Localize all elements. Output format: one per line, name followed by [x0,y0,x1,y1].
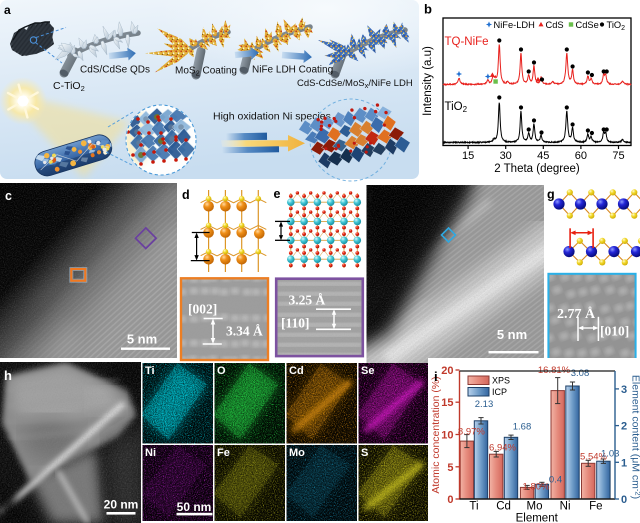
svg-text:1.68: 1.68 [513,422,532,433]
svg-text:Fe: Fe [589,501,602,513]
svg-text:High oxidation Ni species: High oxidation Ni species [213,111,331,123]
svg-text:d: d [182,188,190,202]
svg-text:10: 10 [441,430,453,442]
svg-text:2.77 Å: 2.77 Å [557,306,596,322]
svg-text:f: f [368,191,373,205]
svg-text:1.80%: 1.80% [523,482,550,493]
svg-text:30: 30 [500,150,512,162]
svg-text:b: b [424,2,432,17]
svg-text:NiFe-LDH: NiFe-LDH [494,20,535,30]
svg-text:20 nm: 20 nm [104,498,139,512]
svg-text:CdSe: CdSe [576,20,599,30]
svg-text:[110]: [110] [281,316,310,331]
svg-text:CdS-CdSe/MoSx/NiFe LDH: CdS-CdSe/MoSx/NiFe LDH [297,78,413,90]
svg-text:MoS2 Coating: MoS2 Coating [175,66,237,78]
svg-text:NiFe LDH Coating: NiFe LDH Coating [252,65,333,76]
svg-text:XPS: XPS [492,376,510,386]
svg-text:5.54%: 5.54% [580,452,607,463]
svg-text:3.08: 3.08 [571,368,590,379]
svg-text:Ni: Ni [560,501,571,513]
svg-text:Atomic concentration (%): Atomic concentration (%) [430,376,442,493]
svg-text:Fe: Fe [217,447,230,459]
svg-text:CdS/CdSe QDs: CdS/CdSe QDs [80,65,150,76]
svg-text:1: 1 [621,457,627,469]
svg-text:45: 45 [537,150,549,162]
svg-text:TiO2: TiO2 [445,101,468,114]
svg-text:Mo: Mo [289,447,305,459]
svg-text:S: S [361,447,368,459]
svg-text:75: 75 [612,150,624,162]
svg-text:i: i [434,369,438,384]
svg-text:[002]: [002] [188,302,217,317]
svg-text:6.94%: 6.94% [489,443,516,454]
svg-text:3.25 Å: 3.25 Å [289,293,326,308]
svg-text:O: O [217,365,226,377]
svg-text:g: g [547,188,555,202]
svg-text:5 nm: 5 nm [497,327,527,342]
svg-text:0.4: 0.4 [549,475,562,486]
svg-text:3.34 Å: 3.34 Å [226,324,263,339]
svg-text:Mo: Mo [527,501,543,513]
svg-text:Element: Element [516,513,559,523]
svg-text:Cd: Cd [496,501,511,513]
svg-text:5 nm: 5 nm [127,332,157,347]
svg-text:ICP: ICP [492,387,507,397]
svg-text:TQ-NiFe: TQ-NiFe [445,36,489,48]
svg-text:e: e [274,187,281,201]
svg-text:TiO2: TiO2 [607,20,626,32]
svg-text:50 nm: 50 nm [177,500,212,514]
svg-text:2: 2 [621,421,627,433]
svg-text:Ni: Ni [145,447,156,459]
svg-text:h: h [4,368,12,383]
svg-text:15: 15 [462,150,474,162]
svg-text:60: 60 [575,150,587,162]
svg-text:8.97%: 8.97% [458,427,485,438]
svg-text:15: 15 [441,397,453,409]
svg-text:0: 0 [447,494,453,506]
svg-text:Cd: Cd [289,365,304,377]
svg-text:C-TiO2: C-TiO2 [53,80,85,93]
svg-text:a: a [4,3,11,17]
svg-text:20: 20 [441,365,453,377]
svg-text:Se: Se [361,365,374,377]
svg-text:Ti: Ti [145,365,155,377]
svg-text:Intensity (a.u): Intensity (a.u) [422,46,434,116]
svg-text:[010]: [010] [600,324,629,339]
svg-text:c: c [5,189,12,203]
svg-text:0: 0 [621,494,627,506]
svg-text:2.13: 2.13 [475,399,494,410]
svg-text:5: 5 [447,462,453,474]
svg-text:3: 3 [621,384,627,396]
svg-text:2 Theta (degree): 2 Theta (degree) [494,163,580,175]
svg-text:Element content (μM cm-2): Element content (μM cm-2) [630,375,640,499]
svg-text:1.03: 1.03 [601,449,620,460]
svg-text:CdS: CdS [546,20,564,30]
svg-text:Ti: Ti [469,501,478,513]
